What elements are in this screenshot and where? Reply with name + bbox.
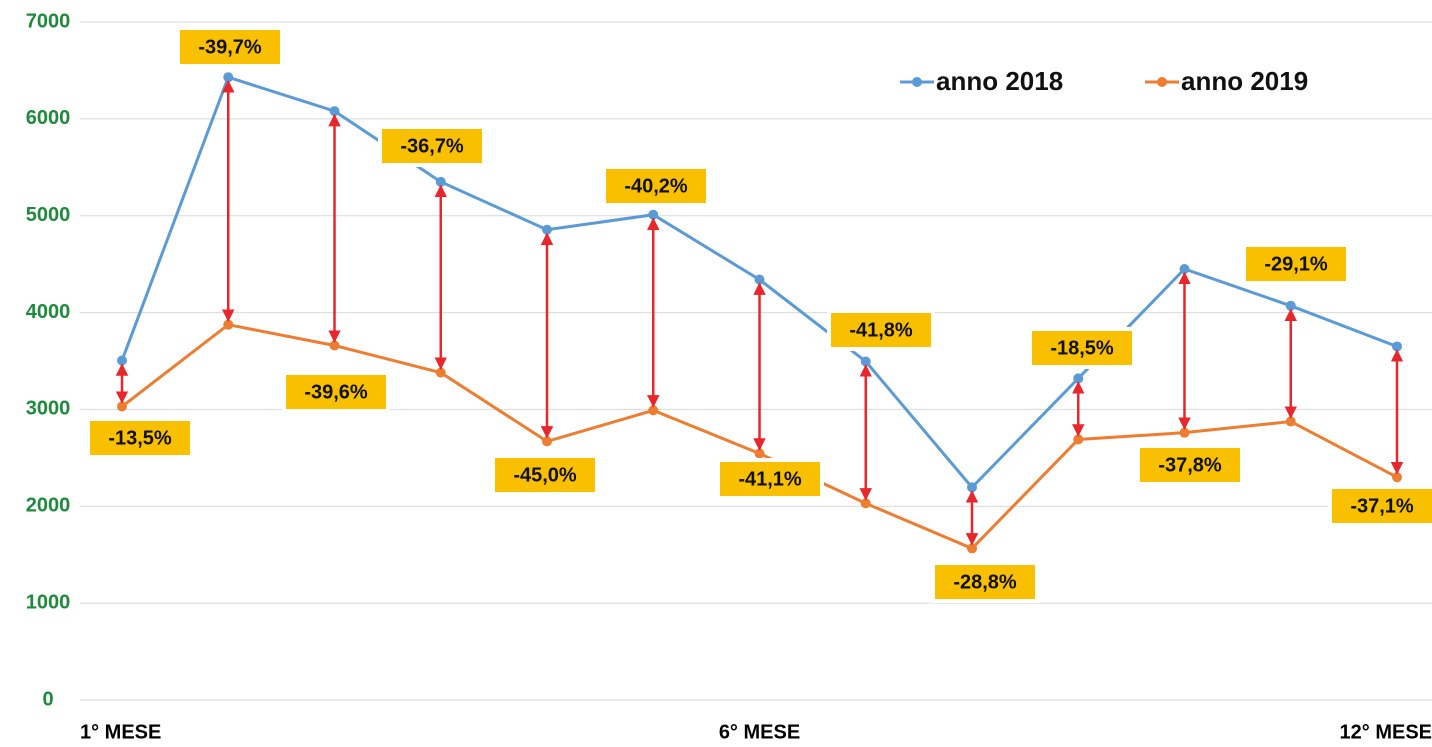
series-point [435, 176, 446, 187]
series-point [860, 498, 871, 509]
y-tick-label: 3000 [26, 398, 71, 420]
series-point [648, 405, 659, 416]
series-point [967, 482, 977, 493]
series-point [223, 319, 234, 330]
annotation-box [1242, 243, 1350, 285]
annotation-box [176, 26, 284, 68]
series-point [329, 106, 340, 117]
annotation-box [282, 371, 390, 413]
annotation-box [1136, 444, 1244, 486]
y-tick-label: 2000 [26, 495, 71, 517]
annotation-box [1028, 327, 1136, 369]
x-tick-label: 12° MESE [1340, 721, 1432, 743]
annotation: -36,7% [400, 135, 464, 157]
y-tick-label: 0 [42, 688, 53, 710]
series-point [435, 367, 446, 378]
series-point [1073, 373, 1084, 384]
legend-label: anno 2019 [1181, 66, 1308, 96]
legend-dot [912, 77, 922, 87]
annotation: -41,8% [849, 319, 913, 341]
annotation: -13,5% [108, 427, 172, 449]
series-point [860, 356, 871, 367]
annotation: -18,5% [1050, 337, 1114, 359]
annotation-box [716, 458, 824, 500]
series-point [1179, 427, 1190, 438]
annotation: -39,6% [304, 381, 368, 403]
series-point [117, 355, 127, 366]
series-point [223, 72, 234, 83]
annotation: -37,1% [1350, 495, 1414, 517]
annotation: -28,8% [953, 571, 1017, 593]
series-point [1392, 341, 1402, 352]
annotation-box [491, 454, 599, 496]
series-point [329, 340, 340, 351]
annotation-box [1328, 485, 1432, 527]
series-point [967, 543, 977, 554]
x-tick-label: 6° MESE [719, 721, 800, 743]
series-point [542, 224, 552, 235]
annotation-box [378, 125, 486, 167]
annotation: -40,2% [624, 175, 688, 197]
series-point [754, 274, 765, 285]
annotation: -37,8% [1158, 454, 1222, 476]
series-point [1392, 472, 1402, 483]
legend-label: anno 2018 [936, 66, 1063, 96]
y-tick-label: 5000 [26, 204, 71, 226]
annotation: -45,0% [513, 464, 577, 486]
y-tick-label: 7000 [26, 10, 71, 32]
annotation-box [602, 165, 710, 207]
legend-dot [1157, 77, 1167, 87]
y-tick-label: 1000 [26, 591, 71, 613]
series-point [117, 401, 127, 412]
annotation-box [931, 561, 1039, 603]
annotation: -29,1% [1264, 253, 1328, 275]
series-point [1073, 434, 1084, 445]
series-point [1179, 263, 1190, 274]
annotation: -41,1% [738, 468, 802, 490]
annotation: -39,7% [198, 36, 262, 58]
series-point [754, 448, 765, 459]
x-tick-label: 1° MESE [80, 721, 161, 743]
series-point [1285, 416, 1296, 427]
series-point [1285, 300, 1296, 311]
y-tick-label: 6000 [26, 107, 71, 129]
series-point [648, 209, 659, 220]
series-point [542, 436, 552, 447]
annotation-box [827, 309, 935, 351]
y-tick-label: 4000 [26, 301, 71, 323]
annotation-box [86, 417, 194, 459]
